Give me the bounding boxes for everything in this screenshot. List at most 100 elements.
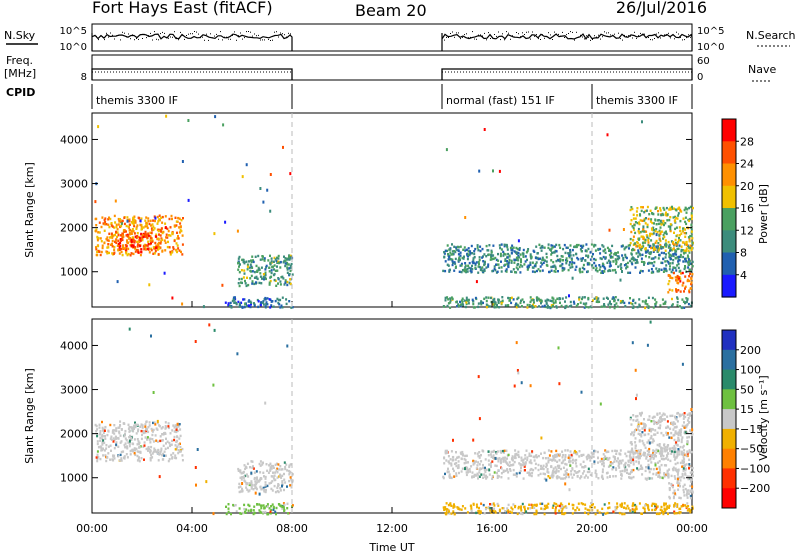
echo-cell <box>650 239 653 242</box>
echo-cell <box>680 250 683 253</box>
echo-cell <box>519 463 522 467</box>
echo-cell <box>648 213 651 216</box>
echo-cell <box>290 306 293 309</box>
echo-cell <box>449 248 452 251</box>
echo-cell <box>281 275 284 278</box>
echo-cell <box>631 247 634 251</box>
echo-cell <box>604 455 607 458</box>
echo-cell <box>283 461 286 464</box>
echo-cell <box>158 424 161 427</box>
echo-cell <box>179 222 182 225</box>
echo-cell <box>654 248 657 251</box>
echo-cell <box>650 271 653 274</box>
echo-cell <box>638 456 641 460</box>
echo-cell <box>237 261 240 265</box>
echo-cell <box>256 478 258 481</box>
echo-cell <box>510 261 513 264</box>
echo-cell <box>644 451 646 455</box>
echo-cell <box>499 461 502 465</box>
echo-cell <box>96 250 99 254</box>
echo-cell <box>523 506 526 509</box>
echo-cell <box>150 224 152 227</box>
echo-cell <box>289 484 292 487</box>
nsearch-dot <box>176 37 177 39</box>
echo-cell <box>563 243 566 247</box>
echo-cell <box>659 243 662 247</box>
echo-cell <box>673 475 676 478</box>
echo-cell <box>632 235 635 238</box>
echo-cell <box>132 220 135 223</box>
echo-cell <box>261 301 264 304</box>
echo-cell <box>636 305 639 309</box>
echo-cell <box>510 458 513 461</box>
echo-cell <box>678 413 681 416</box>
echo-cell <box>116 235 118 239</box>
echo-cell <box>644 306 647 310</box>
echo-cell <box>155 244 158 247</box>
echo-cell <box>632 226 635 230</box>
echo-cell <box>101 435 104 438</box>
echo-cell <box>95 253 98 257</box>
echo-cell <box>645 466 647 469</box>
echo-cell <box>561 269 564 272</box>
echo-cell <box>601 474 604 477</box>
echo-cell <box>165 236 167 239</box>
echo-cell <box>673 458 676 461</box>
echo-cell <box>137 457 140 460</box>
echo-cell <box>514 473 517 476</box>
echo-cell <box>181 459 184 462</box>
echo-cell <box>573 470 576 473</box>
echo-cell <box>645 230 648 233</box>
echo-cell <box>650 261 652 265</box>
echo-cell <box>452 455 455 459</box>
nsearch-dot <box>516 32 517 33</box>
echo-cell <box>547 459 550 462</box>
echo-cell <box>643 230 646 233</box>
echo-cell <box>526 471 529 474</box>
echo-cell <box>452 261 454 264</box>
nsearch-dot <box>234 31 235 33</box>
echo-cell <box>664 302 667 305</box>
echo-cell <box>277 301 280 305</box>
echo-cell <box>261 258 264 261</box>
echo-cell <box>279 298 282 302</box>
echo-cell <box>628 476 630 479</box>
echo-cell <box>644 241 647 244</box>
echo-cell <box>150 242 152 245</box>
echo-cell <box>289 269 292 273</box>
nsearch-dot <box>586 35 587 37</box>
echo-cell <box>638 303 641 306</box>
echo-cell <box>649 232 652 236</box>
echo-cell <box>251 255 254 258</box>
echo-cell <box>676 217 679 220</box>
echo-cell <box>450 462 453 465</box>
echo-cell <box>455 474 458 477</box>
echo-cell <box>99 431 102 435</box>
echo-cell <box>663 502 666 505</box>
echo-cell <box>688 458 691 461</box>
echo-cell <box>251 466 254 469</box>
nsearch-dot <box>608 32 609 34</box>
echo-cell <box>569 456 572 459</box>
echo-cell <box>507 509 510 512</box>
echo-cell <box>453 261 456 264</box>
echo-cell <box>113 226 116 229</box>
echo-cell <box>502 250 505 254</box>
echo-cell <box>679 461 682 465</box>
echo-cell <box>286 271 289 274</box>
echo-cell <box>492 301 495 304</box>
nsearch-dot <box>102 36 103 38</box>
echo-cell <box>662 270 665 273</box>
echo-cell <box>160 237 163 240</box>
echo-cell <box>175 426 178 429</box>
echo-cell <box>588 470 591 473</box>
echo-cell <box>286 469 289 472</box>
echo-cell <box>132 245 135 249</box>
echo-cell <box>659 512 662 515</box>
nsearch-dot <box>150 32 151 34</box>
echo-cell <box>237 300 240 304</box>
freq-unit: [MHz] <box>4 67 36 80</box>
echo-cell <box>236 229 239 233</box>
echo-cell <box>550 450 553 453</box>
echo-cell <box>484 507 487 511</box>
